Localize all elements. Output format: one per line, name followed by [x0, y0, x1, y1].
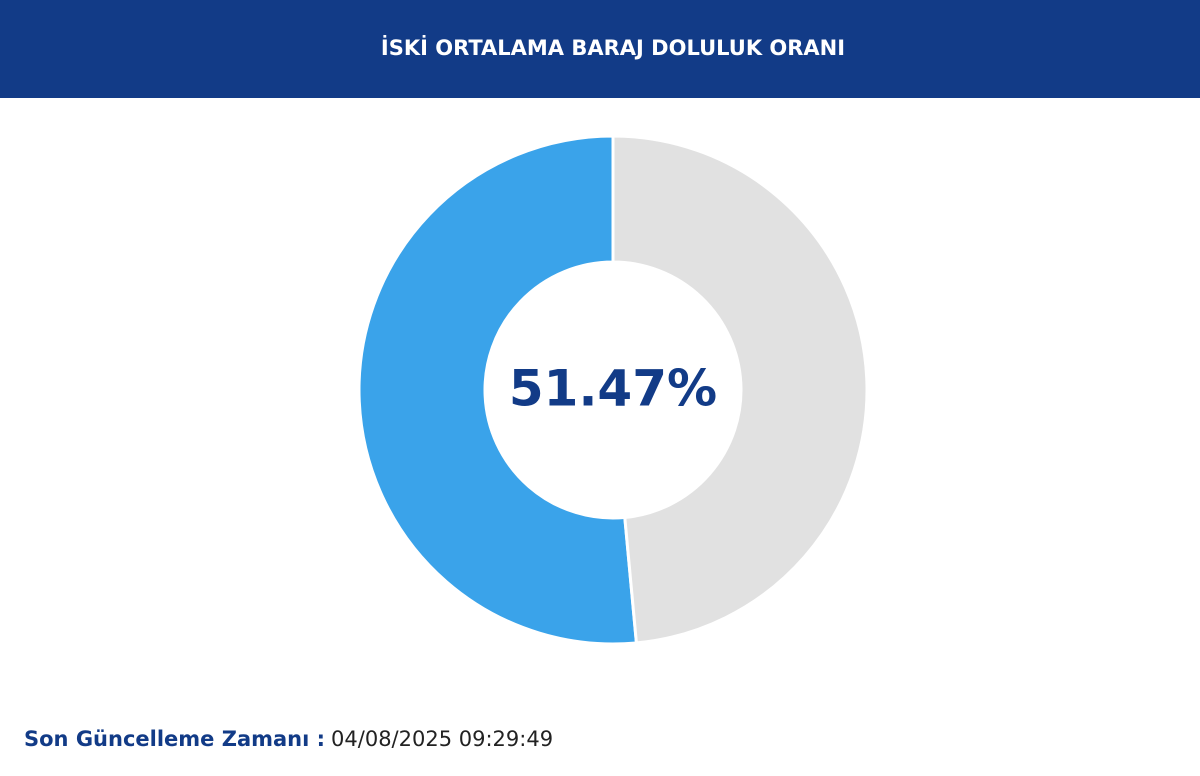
- footer: Son Güncelleme Zamanı :04/08/2025 09:29:…: [24, 727, 553, 751]
- footer-value: 04/08/2025 09:29:49: [331, 727, 553, 751]
- header-bar: [0, 0, 1200, 98]
- center-label: 51.47%: [509, 360, 717, 418]
- footer-label: Son Güncelleme Zamanı :: [24, 727, 325, 751]
- chart-title: İSKİ ORTALAMA BARAJ DOLULUK ORANI: [381, 35, 845, 60]
- donut-segment: [357, 134, 639, 646]
- donut-segment: [611, 134, 869, 645]
